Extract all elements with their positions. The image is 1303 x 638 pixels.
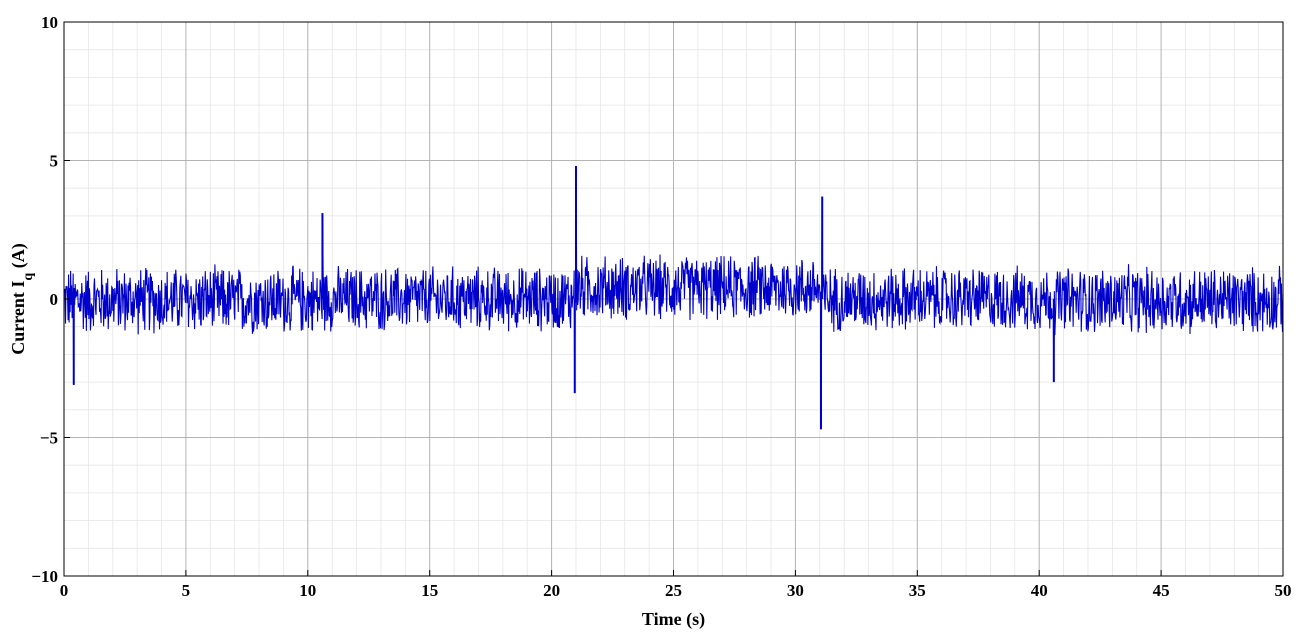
x-tick-label: 0 [60, 581, 69, 600]
x-tick-label: 20 [543, 581, 560, 600]
y-tick-label: −5 [40, 429, 58, 448]
x-tick-label: 10 [299, 581, 316, 600]
x-tick-label: 30 [787, 581, 804, 600]
x-tick-label: 5 [182, 581, 191, 600]
y-tick-label: 10 [41, 13, 58, 32]
x-tick-label: 35 [909, 581, 926, 600]
x-tick-label: 50 [1275, 581, 1292, 600]
series-line [63, 166, 1284, 430]
x-tick-label: 45 [1153, 581, 1170, 600]
y-tick-label: 0 [50, 290, 59, 309]
x-axis-title: Time (s) [642, 609, 705, 630]
y-axis-title-main: Current I [8, 281, 28, 355]
y-axis-ticks: −10 −5 0 5 10 [31, 13, 70, 586]
y-axis-title: Current Iq (A) [8, 243, 36, 354]
x-axis-ticks: 0 5 10 15 20 25 30 35 40 45 50 [60, 570, 1292, 600]
x-tick-label: 25 [665, 581, 682, 600]
y-tick-label: 5 [50, 152, 59, 171]
y-axis-title-subscript: q [21, 273, 36, 281]
series-layer [63, 166, 1284, 430]
x-tick-label: 40 [1031, 581, 1048, 600]
y-tick-label: −10 [31, 567, 58, 586]
y-axis-title-unit: (A) [8, 243, 29, 273]
x-tick-label: 15 [421, 581, 438, 600]
